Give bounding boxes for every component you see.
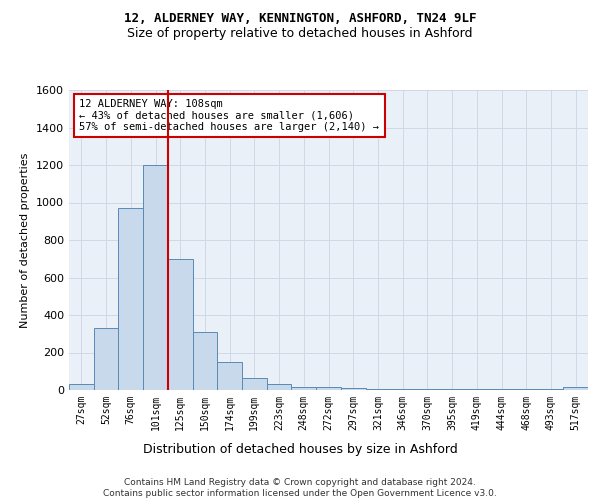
Bar bbox=[539, 389, 563, 390]
Bar bbox=[217, 362, 242, 390]
Bar bbox=[415, 389, 440, 390]
Bar bbox=[118, 208, 143, 390]
Text: Contains HM Land Registry data © Crown copyright and database right 2024.
Contai: Contains HM Land Registry data © Crown c… bbox=[103, 478, 497, 498]
Y-axis label: Number of detached properties: Number of detached properties bbox=[20, 152, 31, 328]
Bar bbox=[514, 389, 539, 390]
Text: 12, ALDERNEY WAY, KENNINGTON, ASHFORD, TN24 9LF: 12, ALDERNEY WAY, KENNINGTON, ASHFORD, T… bbox=[124, 12, 476, 26]
Bar bbox=[94, 328, 118, 390]
Text: 12 ALDERNEY WAY: 108sqm
← 43% of detached houses are smaller (1,606)
57% of semi: 12 ALDERNEY WAY: 108sqm ← 43% of detache… bbox=[79, 99, 379, 132]
Bar bbox=[563, 387, 588, 390]
Bar bbox=[143, 165, 168, 390]
Bar bbox=[440, 389, 464, 390]
Bar bbox=[390, 389, 415, 390]
Text: Distribution of detached houses by size in Ashford: Distribution of detached houses by size … bbox=[143, 442, 457, 456]
Bar bbox=[193, 332, 217, 390]
Bar bbox=[365, 389, 390, 390]
Bar bbox=[168, 259, 193, 390]
Text: Size of property relative to detached houses in Ashford: Size of property relative to detached ho… bbox=[127, 28, 473, 40]
Bar bbox=[489, 389, 514, 390]
Bar bbox=[316, 387, 341, 390]
Bar bbox=[242, 378, 267, 390]
Bar bbox=[292, 387, 316, 390]
Bar bbox=[464, 389, 489, 390]
Bar bbox=[267, 384, 292, 390]
Bar bbox=[341, 388, 365, 390]
Bar bbox=[69, 384, 94, 390]
